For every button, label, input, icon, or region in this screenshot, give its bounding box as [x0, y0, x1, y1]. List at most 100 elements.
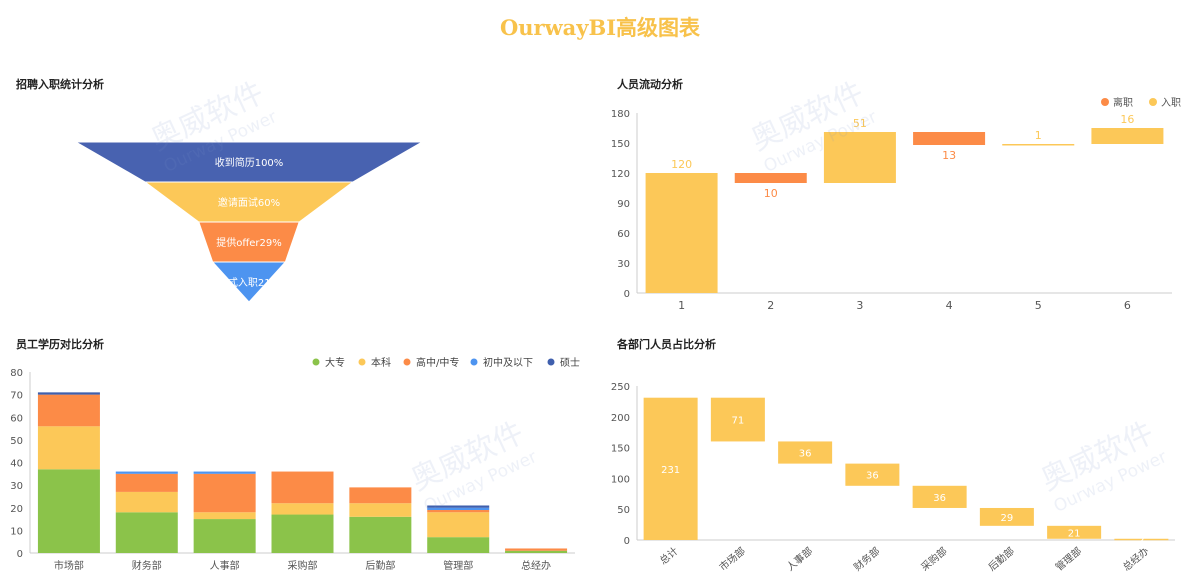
edu-bar-segment	[37, 392, 100, 395]
edu-y-tick: 40	[10, 459, 23, 470]
flow-legend-label: 入职	[1161, 97, 1181, 109]
edu-bar-segment	[427, 507, 490, 511]
dept-y-tick: 100	[611, 474, 630, 485]
edu-bar-segment	[115, 473, 178, 492]
flow-x-tick: 2	[767, 299, 774, 312]
edu-x-tick: 财务部	[132, 559, 162, 572]
edu-bar-segment	[505, 548, 568, 551]
flow-bar	[913, 132, 986, 145]
dept-bar-label: 2	[1138, 535, 1144, 546]
dept-y-tick: 250	[611, 382, 630, 393]
dept-bar-label: 231	[661, 465, 680, 476]
dept-bar-label: 36	[799, 449, 812, 460]
edu-bar-segment	[427, 537, 490, 553]
dept-y-tick: 150	[611, 444, 630, 455]
edu-y-tick: 60	[10, 413, 23, 424]
dept-bar	[778, 441, 833, 464]
edu-x-tick: 市场部	[54, 559, 84, 572]
edu-legend-label: 高中/中专	[416, 356, 459, 369]
edu-legend-marker	[358, 358, 366, 366]
edu-bar-segment	[37, 469, 100, 553]
flow-bar-label: 120	[671, 158, 692, 171]
edu-y-tick: 80	[10, 368, 23, 379]
edu-bar-segment	[427, 512, 490, 538]
funnel-stage-label: 提供offer29%	[216, 236, 282, 249]
edu-bar-segment	[37, 426, 100, 470]
edu-x-tick: 管理部	[443, 559, 473, 572]
edu-bar-segment	[37, 394, 100, 427]
flow-y-tick: 120	[611, 169, 630, 180]
edu-legend-label: 本科	[371, 356, 391, 369]
edu-legend-marker	[312, 358, 320, 366]
flow-bar-label: 1	[1035, 129, 1042, 142]
flow-x-tick: 4	[946, 299, 953, 312]
flow-bar	[823, 132, 896, 183]
funnel-stage-label: 收到简历100%	[215, 156, 284, 169]
edu-bar-segment	[349, 503, 412, 517]
dept-bar-label: 71	[732, 416, 745, 427]
flow-bar	[734, 173, 807, 183]
edu-bar-segment	[193, 471, 256, 474]
edu-y-tick: 20	[10, 504, 23, 515]
flow-bar	[1002, 144, 1075, 146]
dept-x-tick: 后勤部	[985, 544, 1016, 573]
edu-bar-segment	[193, 519, 256, 553]
edu-bar-segment	[115, 491, 178, 513]
edu-bar-segment	[349, 487, 412, 504]
dept-bar-label: 36	[933, 493, 946, 504]
edu-legend-label: 硕士	[560, 356, 580, 369]
edu-y-tick: 10	[10, 526, 23, 537]
funnel-stage	[211, 261, 287, 303]
edu-bar-segment	[505, 550, 568, 553]
dept-title: 各部门人员占比分析	[617, 338, 716, 351]
flow-x-tick: 6	[1124, 299, 1131, 312]
dept-bar	[1047, 525, 1102, 539]
edu-y-tick: 30	[10, 481, 23, 492]
dept-bar-label: 21	[1068, 528, 1081, 539]
flow-y-tick: 60	[617, 229, 630, 240]
edu-bar-segment	[427, 505, 490, 508]
dept-x-tick: 总经办	[1120, 544, 1151, 573]
edu-x-tick: 后勤部	[365, 559, 395, 572]
edu-y-tick: 0	[17, 549, 23, 560]
flow-y-tick: 30	[617, 259, 630, 270]
edu-bar-segment	[115, 512, 178, 553]
edu-bar-segment	[271, 471, 334, 504]
edu-bar-segment	[271, 514, 334, 553]
flow-title: 人员流动分析	[617, 78, 683, 91]
edu-legend-label: 初中及以下	[483, 356, 533, 369]
flow-x-tick: 5	[1035, 299, 1042, 312]
dept-bar	[1114, 538, 1169, 541]
edu-x-tick: 采购部	[288, 559, 318, 572]
dept-x-tick: 财务部	[851, 544, 882, 573]
dept-x-tick: 人事部	[784, 544, 815, 573]
dept-y-tick: 200	[611, 413, 630, 424]
dept-x-tick: 市场部	[716, 544, 747, 573]
edu-legend-label: 大专	[325, 356, 345, 369]
edu-x-tick: 总经办	[521, 559, 551, 572]
flow-y-tick: 90	[617, 199, 630, 210]
flow-bar-label: 51	[853, 117, 867, 130]
flow-bar-label: 13	[942, 149, 956, 162]
flow-y-tick: 0	[624, 289, 630, 300]
edu-legend-marker	[470, 358, 478, 366]
dept-x-tick: 总计	[657, 544, 681, 567]
dept-y-tick: 50	[617, 505, 630, 516]
flow-y-tick: 180	[611, 109, 630, 120]
edu-bar-segment	[115, 471, 178, 474]
edu-bar-segment	[271, 503, 334, 515]
flow-bar	[645, 173, 718, 293]
flow-legend-marker	[1149, 98, 1157, 106]
flow-x-tick: 1	[678, 299, 685, 312]
edu-bar-segment	[193, 512, 256, 520]
flow-x-tick: 3	[856, 299, 863, 312]
edu-y-tick: 50	[10, 436, 23, 447]
edu-legend-marker	[547, 358, 555, 366]
flow-y-tick: 150	[611, 139, 630, 150]
dept-bar-label: 36	[866, 471, 879, 482]
dept-bar-label: 29	[1001, 513, 1014, 524]
dept-bar	[912, 485, 967, 508]
education-title: 员工学历对比分析	[16, 338, 104, 351]
